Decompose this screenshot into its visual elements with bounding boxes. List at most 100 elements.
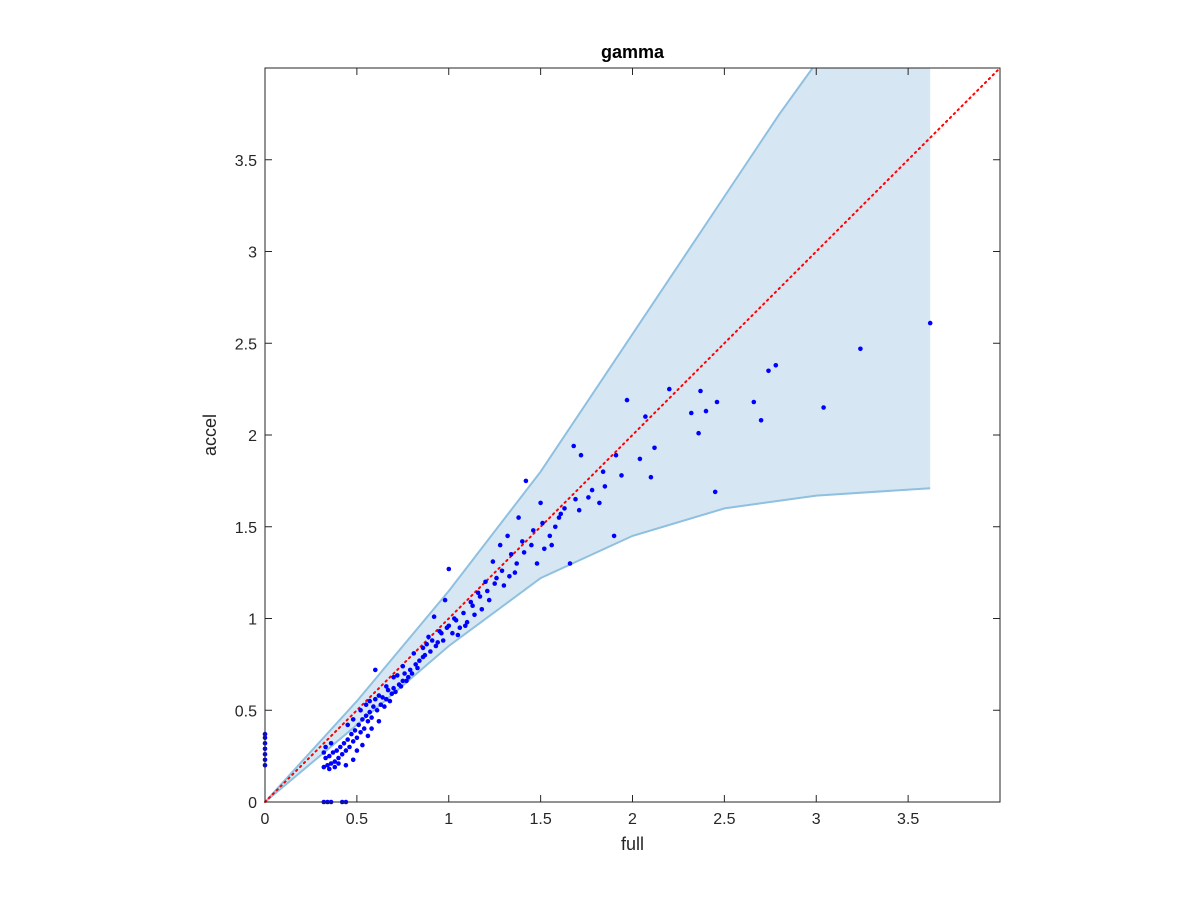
data-point xyxy=(463,623,468,629)
data-point xyxy=(369,726,374,731)
data-point xyxy=(858,346,863,352)
data-point xyxy=(520,539,525,544)
x-axis-label: full xyxy=(621,834,644,854)
data-point xyxy=(773,363,779,368)
data-point xyxy=(328,761,334,766)
data-point xyxy=(464,619,470,625)
data-point xyxy=(400,663,406,669)
data-point xyxy=(483,579,488,585)
data-point xyxy=(435,640,441,645)
data-point xyxy=(643,414,648,419)
data-point xyxy=(531,528,536,533)
data-point xyxy=(475,590,481,596)
data-point xyxy=(411,651,417,656)
data-point xyxy=(343,748,349,753)
data-point xyxy=(468,599,474,605)
data-point xyxy=(365,733,371,739)
data-point xyxy=(336,755,341,761)
data-point xyxy=(332,764,338,770)
y-tick-label: 1 xyxy=(248,612,257,629)
data-point xyxy=(549,542,554,548)
data-point xyxy=(356,722,362,728)
data-point xyxy=(648,474,654,480)
data-point xyxy=(444,625,450,630)
data-point xyxy=(611,533,617,539)
data-point xyxy=(567,561,573,566)
data-point xyxy=(376,693,382,698)
data-point xyxy=(712,489,718,495)
data-point xyxy=(385,687,391,693)
x-tick-label: 3.5 xyxy=(897,811,919,828)
data-point xyxy=(433,643,439,649)
y-tick-label: 3.5 xyxy=(235,153,257,170)
data-point xyxy=(652,445,657,451)
data-point xyxy=(327,766,332,772)
data-point xyxy=(420,645,426,651)
data-point xyxy=(332,759,338,764)
data-point xyxy=(395,673,400,678)
data-point xyxy=(553,524,558,530)
data-point xyxy=(479,607,485,612)
data-point xyxy=(373,667,378,673)
data-point xyxy=(350,717,356,722)
data-point xyxy=(350,757,356,763)
data-point xyxy=(472,612,477,618)
band-lower-edge xyxy=(264,487,931,803)
x-tick-label: 3 xyxy=(812,811,821,828)
data-point xyxy=(446,566,452,572)
data-point xyxy=(323,744,328,750)
data-point xyxy=(325,763,330,768)
data-point xyxy=(501,583,507,588)
data-point xyxy=(361,726,367,731)
data-point xyxy=(358,730,363,735)
y-tick-label: 3 xyxy=(248,245,257,262)
data-point xyxy=(667,386,672,392)
data-point xyxy=(373,696,378,702)
plot-area: 0 0.5 1 1.5 2 2.5 3 3.5 0 0.5 1 1.5 2 2.5 3 3.5 xyxy=(235,67,1001,828)
data-point xyxy=(429,638,435,643)
data-point xyxy=(334,748,340,753)
data-point xyxy=(698,388,703,394)
data-point xyxy=(534,561,540,566)
data-point xyxy=(354,748,360,753)
data-point xyxy=(339,752,345,757)
data-point xyxy=(714,399,720,405)
data-point xyxy=(398,684,404,689)
data-point xyxy=(470,603,475,608)
x-tick-label: 1.5 xyxy=(530,811,552,828)
data-point xyxy=(336,761,341,766)
y-tick-label: 0 xyxy=(248,795,257,812)
data-point xyxy=(494,575,499,581)
data-point xyxy=(562,506,567,511)
data-point xyxy=(420,654,426,660)
data-point xyxy=(363,713,369,719)
data-point xyxy=(477,594,483,599)
data-point xyxy=(556,515,562,520)
data-point xyxy=(400,678,406,684)
data-point xyxy=(345,722,351,728)
data-point xyxy=(350,739,356,744)
data-point xyxy=(338,744,343,750)
data-point xyxy=(360,742,365,748)
data-point xyxy=(613,452,619,458)
data-point xyxy=(343,763,349,768)
data-point xyxy=(380,695,385,700)
data-point xyxy=(378,702,384,707)
data-point xyxy=(367,698,373,704)
data-point xyxy=(404,678,409,684)
data-point xyxy=(600,469,606,475)
data-point xyxy=(486,597,492,603)
y-axis-label: accel xyxy=(200,414,220,456)
data-point xyxy=(393,689,398,695)
y-tick-label: 2.5 xyxy=(235,336,257,353)
data-point xyxy=(576,507,582,513)
data-point xyxy=(363,702,369,707)
data-point xyxy=(376,719,382,724)
data-point xyxy=(457,625,463,630)
data-point xyxy=(382,704,387,709)
data-point xyxy=(407,667,413,673)
data-point xyxy=(508,552,514,557)
data-point xyxy=(516,515,521,520)
data-point xyxy=(402,671,407,676)
